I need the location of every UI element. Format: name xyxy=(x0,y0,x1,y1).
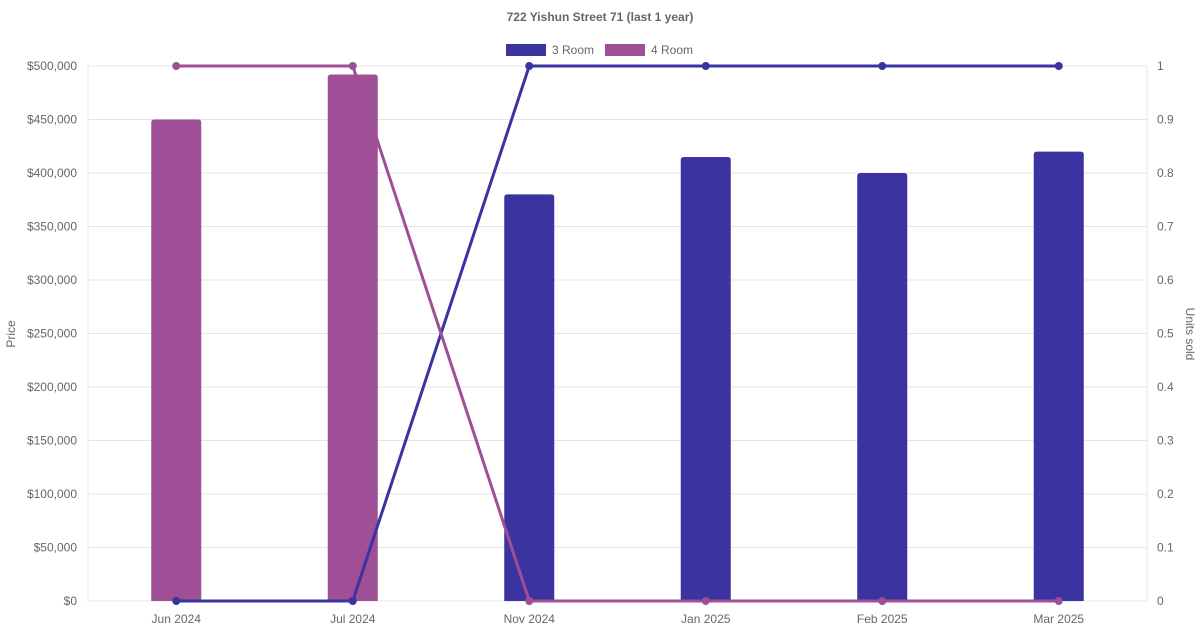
x-ticks: Jun 2024 Jul 2024 Nov 2024 Jan 2025 Feb 2025… xyxy=(152,612,1085,626)
point-4-room[interactable] xyxy=(701,597,710,605)
y-left-tick-label: $500,000 xyxy=(27,59,77,73)
y-right-tick-label: 0.8 xyxy=(1157,166,1174,180)
bar-3-room[interactable] xyxy=(504,194,555,601)
y-right-ticks: 0 0.1 0.2 0.3 0.4 0.5 0.6 0.7 0.8 0.9 1 xyxy=(1157,59,1174,608)
point-4-room[interactable] xyxy=(348,62,357,70)
chart-title: 722 Yishun Street 71 (last 1 year) xyxy=(507,10,694,24)
line-3-room xyxy=(176,64,1059,603)
y-right-tick-label: 0.1 xyxy=(1157,541,1174,555)
y-left-tick-label: $200,000 xyxy=(27,380,77,394)
point-3-room[interactable] xyxy=(525,62,534,70)
y-right-tick-label: 0.4 xyxy=(1157,380,1174,394)
legend-label-3-room: 3 Room xyxy=(552,43,594,57)
y-right-tick-label: 0.5 xyxy=(1157,327,1174,341)
y-right-tick-label: 0.9 xyxy=(1157,113,1174,127)
bar-3-room[interactable] xyxy=(857,173,908,601)
legend-item-4-room[interactable]: 4 Room xyxy=(605,43,693,57)
legend-item-3-room[interactable]: 3 Room xyxy=(506,43,594,57)
x-tick-label: Jul 2024 xyxy=(330,612,376,626)
point-4-room[interactable] xyxy=(525,597,534,605)
lines xyxy=(172,62,1063,605)
y-left-tick-label: $50,000 xyxy=(34,541,78,555)
x-tick-label: Jan 2025 xyxy=(681,612,731,626)
legend-swatch-4-room xyxy=(605,44,645,56)
y-right-tick-label: 0.7 xyxy=(1157,220,1174,234)
y-left-tick-label: $350,000 xyxy=(27,220,77,234)
bars xyxy=(151,74,1084,602)
point-4-room[interactable] xyxy=(1054,597,1063,605)
y-left-tick-label: $250,000 xyxy=(27,327,77,341)
y-right-tick-label: 0.2 xyxy=(1157,487,1174,501)
x-tick-label: Nov 2024 xyxy=(504,612,556,626)
legend[interactable]: 3 Room 4 Room xyxy=(506,43,693,57)
y-left-tick-label: $450,000 xyxy=(27,113,77,127)
y-left-tick-label: $300,000 xyxy=(27,273,77,287)
y-left-tick-label: $400,000 xyxy=(27,166,77,180)
bar-4-room[interactable] xyxy=(327,74,378,601)
y-right-tick-label: 0.3 xyxy=(1157,434,1174,448)
legend-swatch-3-room xyxy=(506,44,546,56)
bar-3-room[interactable] xyxy=(680,156,731,601)
y-left-tick-label: $0 xyxy=(64,594,78,608)
x-tick-label: Mar 2025 xyxy=(1033,612,1084,626)
point-4-room[interactable] xyxy=(878,597,887,605)
y-right-tick-label: 0.6 xyxy=(1157,273,1174,287)
x-tick-label: Feb 2025 xyxy=(857,612,908,626)
point-3-room[interactable] xyxy=(878,62,887,70)
bar-4-room[interactable] xyxy=(151,119,202,602)
y-right-axis-title: Units sold xyxy=(1183,308,1197,361)
y-left-tick-label: $150,000 xyxy=(27,434,77,448)
point-4-room[interactable] xyxy=(172,62,181,70)
y-left-tick-label: $100,000 xyxy=(27,487,77,501)
x-tick-label: Jun 2024 xyxy=(152,612,202,626)
point-3-room[interactable] xyxy=(701,62,710,70)
bar-3-room[interactable] xyxy=(1033,151,1084,601)
grid xyxy=(87,65,1148,606)
y-right-tick-label: 0 xyxy=(1157,594,1164,608)
y-left-ticks: $0 $50,000 $100,000 $150,000 $200,000 $250,00… xyxy=(27,59,77,608)
y-right-tick-label: 1 xyxy=(1157,59,1164,73)
point-3-room[interactable] xyxy=(348,597,357,605)
legend-label-4-room: 4 Room xyxy=(651,43,693,57)
point-3-room[interactable] xyxy=(1054,62,1063,70)
point-3-room[interactable] xyxy=(172,597,181,605)
line-4-room xyxy=(176,64,1059,603)
y-left-axis-title: Price xyxy=(4,320,18,348)
